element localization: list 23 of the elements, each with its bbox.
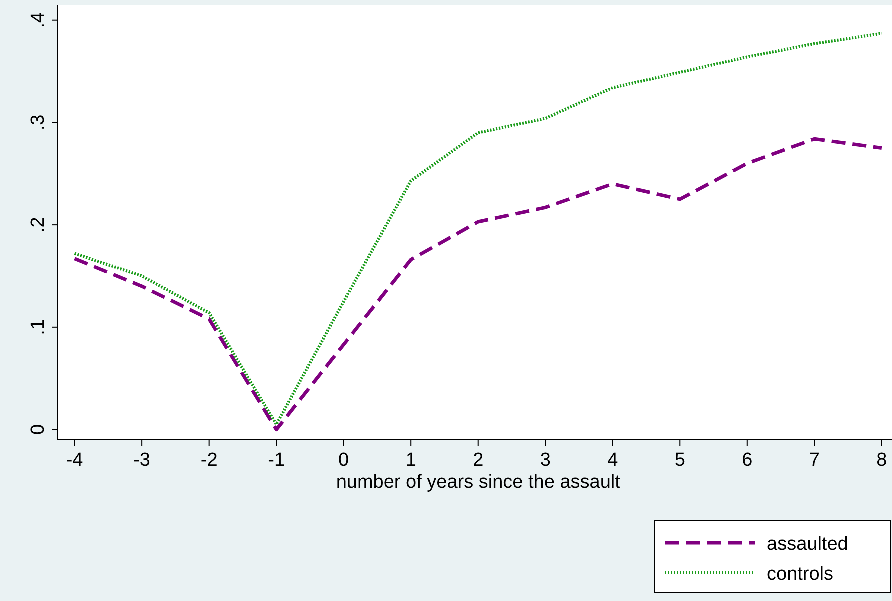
x-axis-title: number of years since the assault — [336, 472, 622, 493]
legend-label: controls — [767, 564, 834, 585]
x-tick-label: 3 — [540, 450, 551, 471]
legend-label: assaulted — [767, 534, 848, 555]
x-tick-label: 7 — [809, 450, 820, 471]
line-series — [73, 137, 884, 432]
y-tick-label: .3 — [28, 114, 49, 131]
line-series — [73, 32, 884, 426]
x-tick-label: 0 — [338, 450, 350, 471]
x-tick-label: 8 — [876, 450, 888, 471]
x-tick-label: -3 — [134, 450, 151, 471]
x-tick-label: 2 — [473, 450, 484, 471]
x-tick-label: -2 — [200, 450, 218, 471]
x-tick-label: 5 — [674, 450, 686, 471]
y-tick-label: .2 — [28, 217, 49, 233]
x-tick-label: -1 — [268, 450, 286, 471]
x-tick-label: -4 — [66, 450, 84, 471]
x-tick-label: 4 — [608, 450, 619, 471]
y-tick-label: .1 — [28, 319, 49, 336]
y-tick-label: 0 — [28, 424, 49, 436]
x-tick-label: 1 — [406, 450, 416, 471]
y-tick-label: .4 — [28, 12, 49, 28]
x-tick-label: 6 — [742, 450, 753, 471]
